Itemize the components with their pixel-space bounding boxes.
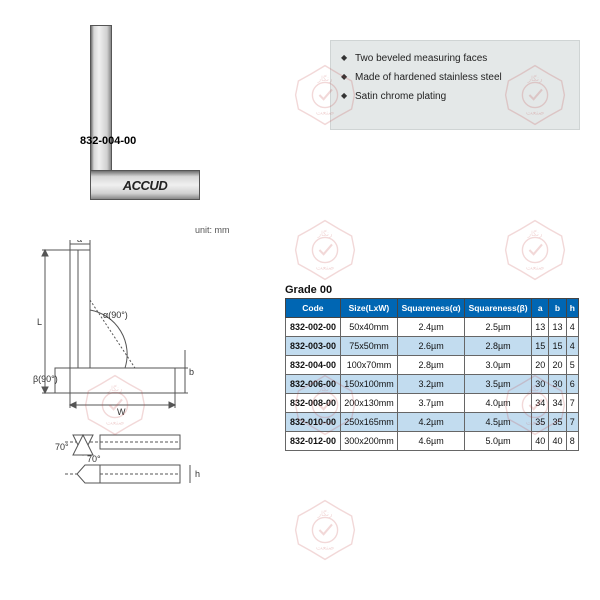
- table-cell: 832-003-00: [286, 337, 341, 356]
- col-header: h: [566, 299, 578, 318]
- table-cell: 30: [532, 375, 549, 394]
- table-cell: 200x130mm: [340, 394, 397, 413]
- svg-text:صنعت: صنعت: [526, 264, 544, 272]
- features-list: Two beveled measuring faces Made of hard…: [341, 53, 569, 102]
- table-cell: 40: [532, 432, 549, 451]
- technical-diagram: L a α(90°) b W β(90°) 70° 70° h: [25, 240, 235, 500]
- col-header: a: [532, 299, 549, 318]
- col-header: b: [549, 299, 566, 318]
- table-cell: 5.0µm: [465, 432, 532, 451]
- col-header: Squareness(α): [398, 299, 465, 318]
- table-cell: 3.2µm: [398, 375, 465, 394]
- table-cell: 4: [566, 318, 578, 337]
- col-header: Size(LxW): [340, 299, 397, 318]
- table-cell: 5: [566, 356, 578, 375]
- table-cell: 30: [549, 375, 566, 394]
- svg-text:h: h: [195, 469, 200, 479]
- watermark-icon: رنگار صنعت: [500, 215, 570, 285]
- table-cell: 15: [532, 337, 549, 356]
- svg-text:صنعت: صنعت: [316, 264, 334, 272]
- table-cell: 832-006-00: [286, 375, 341, 394]
- svg-text:W: W: [117, 407, 126, 417]
- table-cell: 20: [549, 356, 566, 375]
- table-row: 832-010-00250x165mm4.2µm4.5µm35357: [286, 413, 579, 432]
- square-horizontal-arm: ACCUD: [90, 170, 200, 200]
- table-cell: 2.8µm: [398, 356, 465, 375]
- table-cell: 4.6µm: [398, 432, 465, 451]
- product-illustration: ACCUD: [70, 25, 240, 205]
- table-cell: 4.0µm: [465, 394, 532, 413]
- svg-text:β(90°): β(90°): [33, 374, 58, 384]
- unit-label: unit: mm: [195, 225, 230, 235]
- table-cell: 35: [532, 413, 549, 432]
- table-cell: 34: [532, 394, 549, 413]
- model-number: 832-004-00: [80, 135, 136, 147]
- table-row: 832-004-00100x70mm2.8µm3.0µm20205: [286, 356, 579, 375]
- table-cell: 7: [566, 394, 578, 413]
- table-cell: 3.0µm: [465, 356, 532, 375]
- table-cell: 250x165mm: [340, 413, 397, 432]
- col-header: Code: [286, 299, 341, 318]
- svg-text:رنگار: رنگار: [527, 229, 543, 238]
- table-cell: 4.5µm: [465, 413, 532, 432]
- table-cell: 40: [549, 432, 566, 451]
- feature-item: Made of hardened stainless steel: [341, 72, 569, 83]
- table-cell: 20: [532, 356, 549, 375]
- table-cell: 6: [566, 375, 578, 394]
- svg-text:70°: 70°: [55, 442, 69, 452]
- table-cell: 4: [566, 337, 578, 356]
- watermark-icon: رنگار صنعت: [290, 495, 360, 565]
- table-cell: 300x200mm: [340, 432, 397, 451]
- table-cell: 100x70mm: [340, 356, 397, 375]
- feature-item: Satin chrome plating: [341, 91, 569, 102]
- table-cell: 3.7µm: [398, 394, 465, 413]
- table-cell: 832-012-00: [286, 432, 341, 451]
- brand-label: ACCUD: [123, 178, 167, 193]
- svg-text:b: b: [189, 367, 194, 377]
- table-cell: 3.5µm: [465, 375, 532, 394]
- table-cell: 35: [549, 413, 566, 432]
- feature-item: Two beveled measuring faces: [341, 53, 569, 64]
- table-cell: 2.6µm: [398, 337, 465, 356]
- svg-text:صنعت: صنعت: [316, 544, 334, 552]
- square-vertical-arm: [90, 25, 112, 175]
- grade-label: Grade 00: [285, 284, 332, 296]
- table-cell: 832-008-00: [286, 394, 341, 413]
- table-cell: 13: [532, 318, 549, 337]
- table-cell: 34: [549, 394, 566, 413]
- watermark-icon: رنگار صنعت: [290, 215, 360, 285]
- table-cell: 2.8µm: [465, 337, 532, 356]
- table-row: 832-006-00150x100mm3.2µm3.5µm30306: [286, 375, 579, 394]
- table-cell: 150x100mm: [340, 375, 397, 394]
- table-cell: 75x50mm: [340, 337, 397, 356]
- table-cell: 832-010-00: [286, 413, 341, 432]
- table-header-row: Code Size(LxW) Squareness(α) Squareness(…: [286, 299, 579, 318]
- table-row: 832-012-00300x200mm4.6µm5.0µm40408: [286, 432, 579, 451]
- table-cell: 4.2µm: [398, 413, 465, 432]
- table-cell: 2.4µm: [398, 318, 465, 337]
- svg-text:70°: 70°: [87, 454, 101, 464]
- table-cell: 8: [566, 432, 578, 451]
- table-cell: 832-004-00: [286, 356, 341, 375]
- col-header: Squareness(β): [465, 299, 532, 318]
- table-cell: 832-002-00: [286, 318, 341, 337]
- table-row: 832-002-0050x40mm2.4µm2.5µm13134: [286, 318, 579, 337]
- table-row: 832-003-0075x50mm2.6µm2.8µm15154: [286, 337, 579, 356]
- table-cell: 15: [549, 337, 566, 356]
- spec-table: Code Size(LxW) Squareness(α) Squareness(…: [285, 298, 579, 451]
- table-cell: 13: [549, 318, 566, 337]
- svg-text:α(90°): α(90°): [103, 310, 128, 320]
- features-panel: Two beveled measuring faces Made of hard…: [330, 40, 580, 130]
- svg-text:رنگار: رنگار: [317, 509, 333, 518]
- table-cell: 50x40mm: [340, 318, 397, 337]
- svg-text:رنگار: رنگار: [317, 229, 333, 238]
- table-cell: 7: [566, 413, 578, 432]
- svg-text:a: a: [77, 240, 82, 244]
- table-row: 832-008-00200x130mm3.7µm4.0µm34347: [286, 394, 579, 413]
- table-cell: 2.5µm: [465, 318, 532, 337]
- svg-text:L: L: [37, 317, 42, 327]
